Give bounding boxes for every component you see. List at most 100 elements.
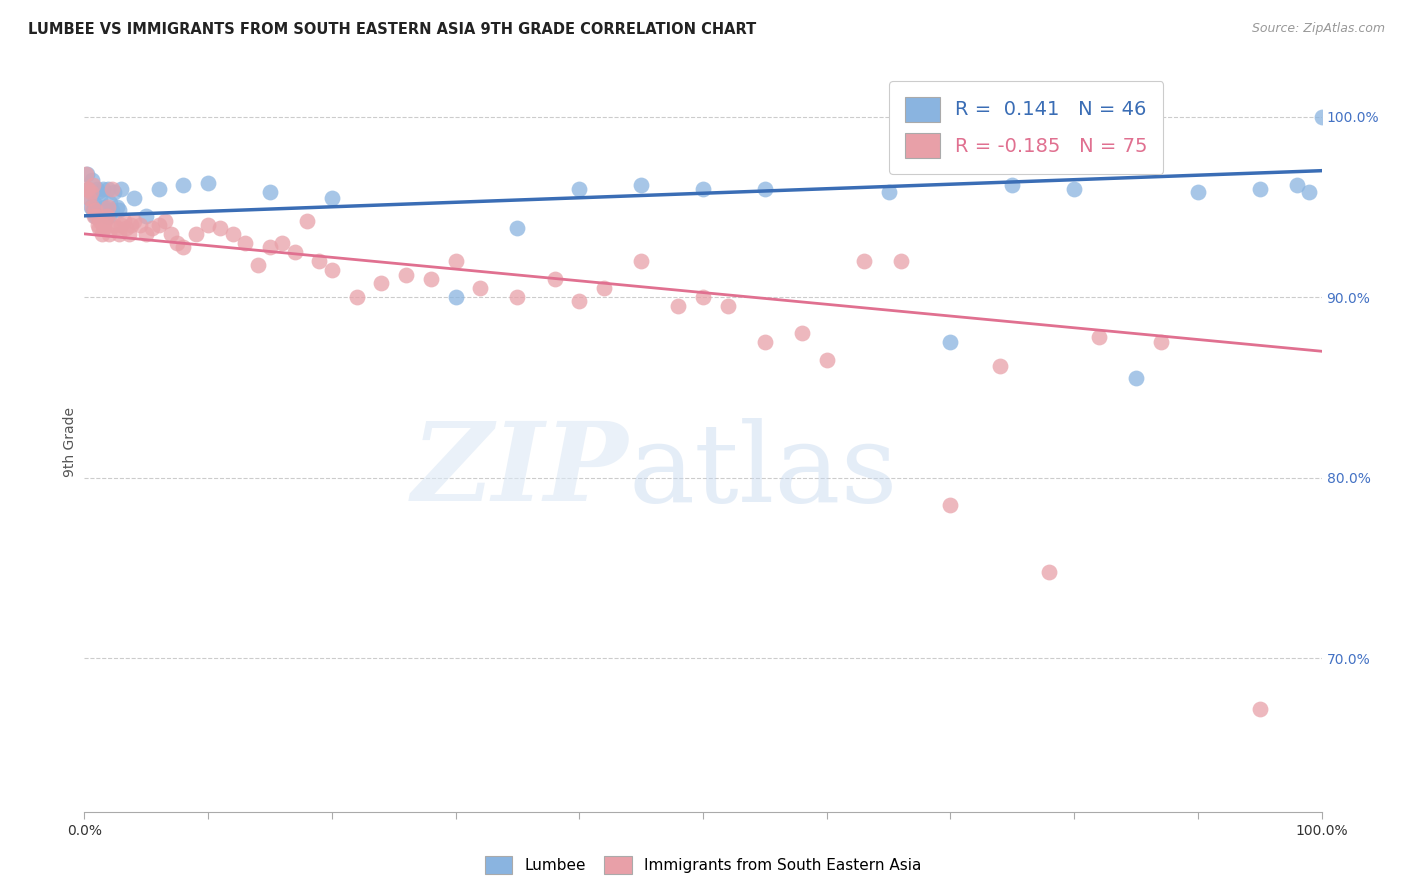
- Point: [89, 191, 111, 205]
- Point: [506, 221, 529, 235]
- Point: [97, 200, 120, 214]
- Point: [100, 182, 122, 196]
- Point: [197, 218, 219, 232]
- Point: [419, 272, 441, 286]
- Point: [86, 209, 108, 223]
- Point: [1150, 335, 1173, 350]
- Point: [1001, 178, 1024, 193]
- Point: [98, 227, 121, 241]
- Point: [122, 214, 145, 228]
- Point: [80, 200, 103, 214]
- Point: [83, 209, 105, 223]
- Point: [1125, 371, 1147, 385]
- Point: [877, 186, 900, 200]
- Point: [87, 186, 110, 200]
- Point: [83, 196, 105, 211]
- Point: [105, 221, 128, 235]
- Point: [543, 272, 565, 286]
- Point: [444, 254, 467, 268]
- Point: [506, 290, 529, 304]
- Point: [630, 178, 652, 193]
- Point: [370, 276, 392, 290]
- Point: [321, 191, 343, 205]
- Point: [295, 214, 318, 228]
- Point: [209, 221, 232, 235]
- Point: [568, 293, 591, 308]
- Point: [79, 191, 101, 205]
- Point: [77, 182, 100, 196]
- Point: [91, 218, 114, 232]
- Point: [172, 178, 194, 193]
- Point: [1310, 110, 1333, 124]
- Point: [79, 186, 101, 200]
- Point: [120, 218, 142, 232]
- Legend: Lumbee, Immigrants from South Eastern Asia: Lumbee, Immigrants from South Eastern As…: [478, 850, 928, 880]
- Point: [135, 227, 157, 241]
- Point: [222, 227, 245, 241]
- Point: [148, 218, 170, 232]
- Point: [93, 221, 115, 235]
- Point: [93, 200, 115, 214]
- Point: [96, 209, 118, 223]
- Text: LUMBEE VS IMMIGRANTS FROM SOUTH EASTERN ASIA 9TH GRADE CORRELATION CHART: LUMBEE VS IMMIGRANTS FROM SOUTH EASTERN …: [28, 22, 756, 37]
- Text: Source: ZipAtlas.com: Source: ZipAtlas.com: [1251, 22, 1385, 36]
- Point: [98, 209, 121, 223]
- Text: atlas: atlas: [628, 417, 898, 524]
- Point: [754, 335, 776, 350]
- Point: [96, 209, 118, 223]
- Point: [852, 254, 875, 268]
- Point: [82, 178, 104, 193]
- Text: ZIP: ZIP: [412, 417, 628, 524]
- Point: [1298, 186, 1320, 200]
- Point: [197, 177, 219, 191]
- Point: [94, 214, 117, 228]
- Point: [1063, 182, 1085, 196]
- Point: [246, 258, 269, 272]
- Point: [160, 227, 183, 241]
- Point: [1088, 330, 1111, 344]
- Point: [129, 218, 152, 232]
- Point: [84, 203, 107, 218]
- Legend: R =  0.141   N = 46, R = -0.185   N = 75: R = 0.141 N = 46, R = -0.185 N = 75: [889, 81, 1163, 174]
- Point: [470, 281, 492, 295]
- Point: [89, 221, 111, 235]
- Point: [259, 239, 281, 253]
- Point: [346, 290, 368, 304]
- Point: [110, 182, 132, 196]
- Point: [80, 172, 103, 186]
- Point: [105, 200, 128, 214]
- Point: [75, 167, 97, 181]
- Point: [110, 218, 132, 232]
- Y-axis label: 9th Grade: 9th Grade: [63, 407, 77, 476]
- Point: [939, 498, 962, 512]
- Point: [172, 239, 194, 253]
- Point: [94, 203, 117, 218]
- Point: [89, 214, 111, 228]
- Point: [259, 186, 281, 200]
- Point: [100, 203, 122, 218]
- Point: [90, 227, 112, 241]
- Point: [444, 290, 467, 304]
- Point: [79, 191, 101, 205]
- Point: [321, 263, 343, 277]
- Point: [87, 218, 110, 232]
- Point: [1187, 186, 1209, 200]
- Point: [815, 353, 838, 368]
- Point: [112, 214, 135, 228]
- Point: [988, 359, 1011, 373]
- Point: [593, 281, 616, 295]
- Point: [692, 182, 714, 196]
- Point: [395, 268, 418, 283]
- Point: [115, 221, 138, 235]
- Point: [1249, 702, 1271, 716]
- Point: [1285, 178, 1308, 193]
- Point: [76, 182, 98, 196]
- Point: [103, 218, 125, 232]
- Point: [666, 299, 689, 313]
- Point: [630, 254, 652, 268]
- Point: [754, 182, 776, 196]
- Point: [939, 335, 962, 350]
- Point: [692, 290, 714, 304]
- Point: [79, 200, 101, 214]
- Point: [717, 299, 740, 313]
